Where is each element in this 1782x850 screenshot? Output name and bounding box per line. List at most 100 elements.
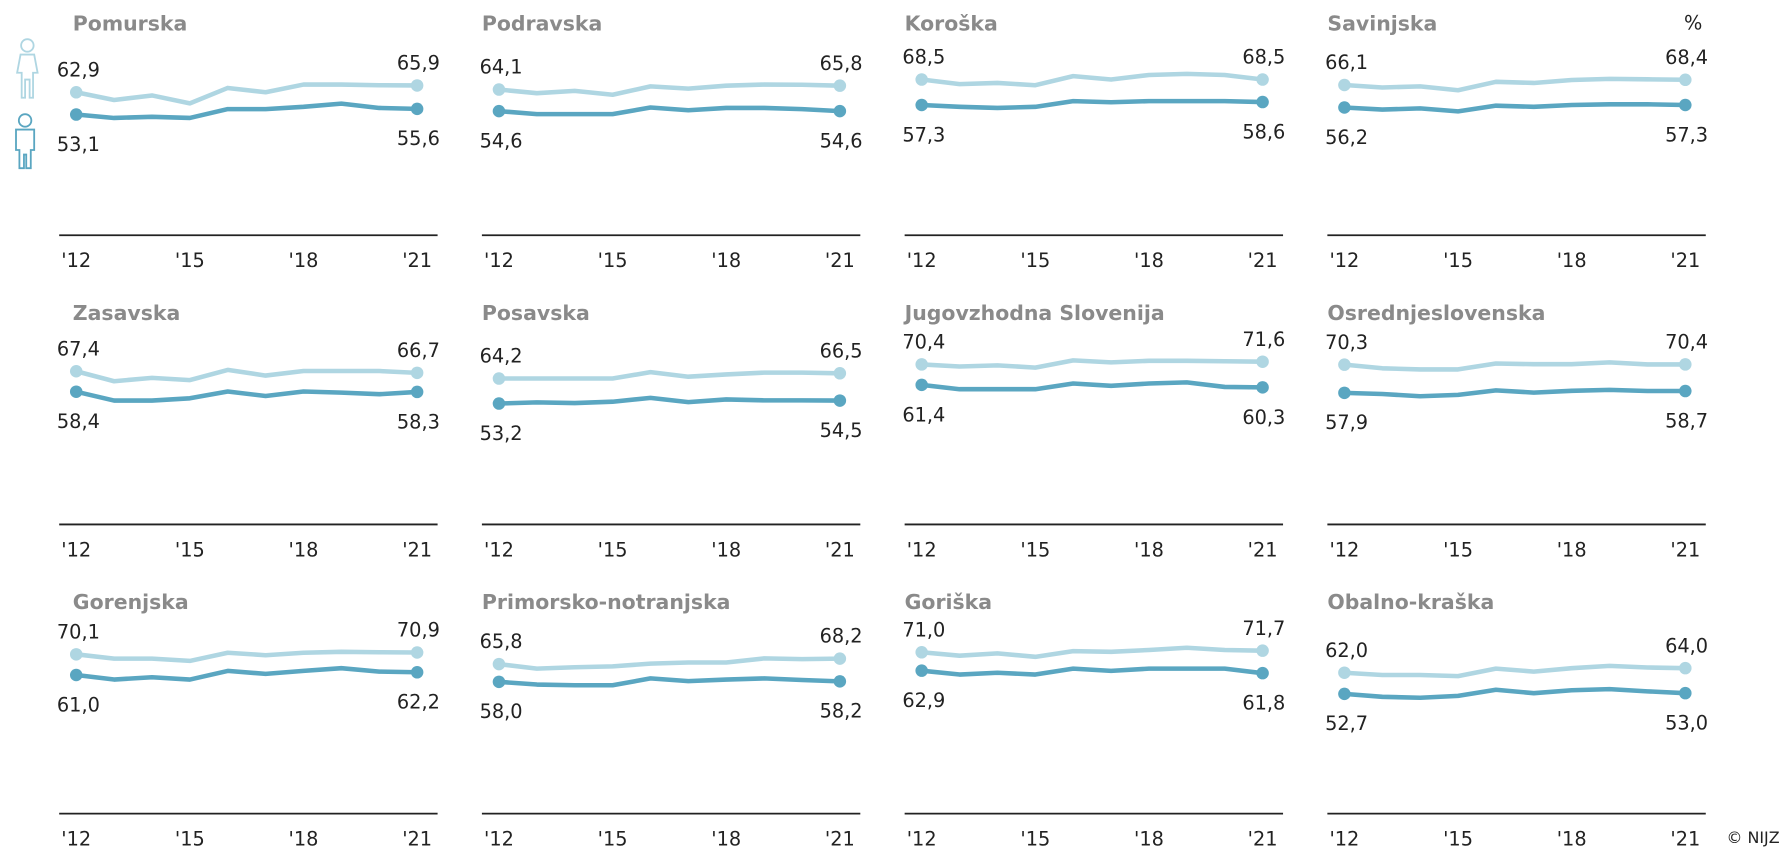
x-tick-label: '21 [402,538,432,561]
female-icon [16,38,39,99]
x-tick-label: '15 [1020,249,1050,272]
value-label: 66,5 [820,339,863,362]
end-dot [69,108,83,121]
end-dot [915,378,928,392]
x-tick-label: '15 [1020,538,1050,561]
x-tick-label: '18 [1557,249,1587,272]
end-dot [410,366,424,380]
end-dot [1256,666,1269,680]
value-label: 66,1 [1325,51,1368,74]
series-line [75,389,418,403]
end-dot [915,358,928,371]
x-tick-label: '21 [1670,249,1700,272]
x-tick-label: '12 [907,249,937,272]
panel-title: Obalno-kraška [1327,590,1494,614]
series-line [921,358,1263,370]
x-tick-label: '15 [1020,827,1050,850]
end-dot [1256,381,1269,394]
series-line [75,649,418,664]
value-label: 57,3 [1665,123,1708,146]
end-dot [410,102,424,116]
series-line [498,656,840,671]
x-tick-label: '12 [907,538,937,561]
series-line [498,395,840,406]
series-line [921,71,1263,88]
x-tick-label: '21 [1670,827,1700,850]
value-label: 58,4 [57,410,100,433]
x-tick-label: '21 [1248,827,1278,850]
x-tick-label: '15 [598,538,628,561]
series-line [1344,360,1686,372]
end-dot [833,104,847,118]
value-label: 62,9 [57,58,100,81]
x-tick-label: '21 [1670,538,1700,561]
x-tick-label: '21 [1248,538,1278,561]
value-label: 53,2 [480,422,523,445]
x-tick-label: '18 [289,249,319,272]
unit-label: % [1684,12,1702,35]
end-dot [410,385,424,399]
end-dot [69,668,83,682]
x-tick-label: '15 [175,249,205,272]
value-label: 70,4 [902,331,945,354]
series-line [75,367,418,384]
end-dot [915,98,928,112]
value-label: 61,8 [1242,692,1285,715]
x-tick-label: '15 [598,827,628,850]
x-tick-label: '15 [175,827,205,850]
x-tick-label: '21 [402,827,432,850]
x-tick-label: '21 [825,249,855,272]
end-dot [1338,78,1351,92]
end-dot [1679,73,1692,87]
value-label: 67,4 [57,337,100,360]
value-label: 64,2 [480,345,523,368]
series-line [76,101,418,121]
x-tick-label: '15 [1443,827,1473,850]
panel-title: Pomurska [73,12,187,36]
end-dot [1338,666,1351,679]
series-line [921,666,1263,677]
panel-title: Primorsko-notranjska [482,590,731,614]
value-label: 62,2 [397,691,440,714]
series-line [1344,686,1686,700]
x-tick-label: '18 [711,827,741,850]
x-tick-label: '18 [289,827,319,850]
x-tick-label: '12 [484,538,514,561]
value-label: 66,7 [397,339,440,362]
x-tick-label: '18 [1557,827,1587,850]
end-dot [69,385,83,398]
value-label: 68,4 [1665,46,1708,69]
series-line [1344,102,1686,114]
value-label: 71,7 [1242,617,1285,640]
value-label: 68,5 [902,46,945,69]
panel-title: Osrednjeslovenska [1327,301,1545,325]
end-dot [492,397,506,410]
end-dot [915,73,928,86]
value-label: 58,0 [480,700,523,723]
x-tick-label: '18 [289,538,319,561]
end-dot [833,652,847,665]
x-tick-label: '18 [1134,538,1164,561]
x-tick-label: '12 [1329,538,1359,561]
series-line [1344,76,1686,93]
x-tick-label: '18 [711,538,741,561]
x-tick-label: '21 [1248,249,1278,272]
panel-title: Savinjska [1327,12,1437,36]
series-line [1344,663,1686,679]
value-label: 64,1 [480,56,523,79]
value-label: 52,7 [1325,712,1368,735]
x-tick-label: '18 [1557,538,1587,561]
value-label: 53,1 [57,133,100,156]
value-label: 58,3 [397,410,440,433]
end-dot [915,664,928,677]
series-line [921,645,1263,660]
end-dot [492,83,506,96]
end-dot [1256,644,1269,657]
value-label: 58,7 [1665,409,1708,432]
end-dot [1338,358,1351,371]
value-label: 65,8 [480,630,523,653]
value-label: 57,3 [902,123,945,146]
value-label: 70,4 [1665,331,1708,354]
value-label: 71,0 [902,618,945,641]
